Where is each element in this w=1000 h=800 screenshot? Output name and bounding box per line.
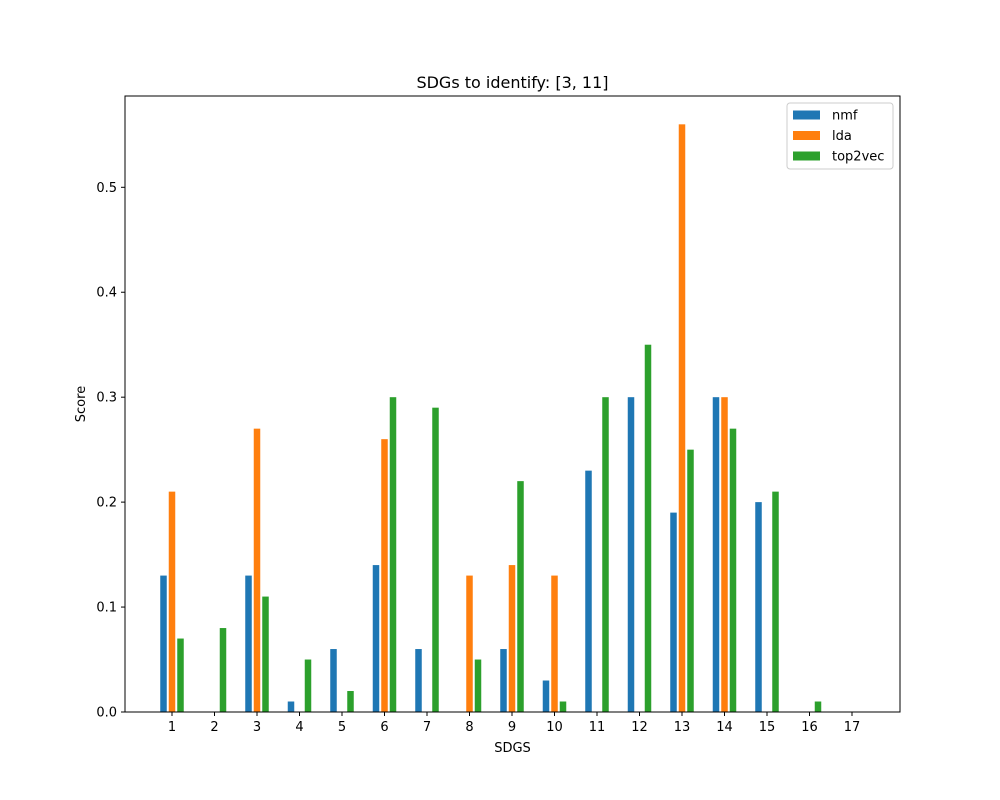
bar-top2vec-sdg-4	[304, 659, 312, 712]
bar-top2vec-sdg-1	[177, 638, 184, 712]
legend-swatch-nmf	[793, 110, 820, 120]
bar-top2vec-sdg-3	[262, 596, 269, 712]
bar-top2vec-sdg-7	[432, 407, 439, 712]
bar-top2vec-sdg-12	[644, 344, 652, 712]
chart-title: SDGs to identify: [3, 11]	[416, 73, 608, 92]
x-tick-label: 6	[380, 720, 388, 735]
x-tick-label: 17	[844, 720, 861, 735]
bar-top2vec-sdg-8	[474, 659, 482, 712]
x-tick-label: 3	[253, 720, 261, 735]
bar-lda-sdg-10	[551, 575, 558, 712]
x-tick-label: 2	[210, 720, 218, 735]
x-tick-label: 12	[631, 720, 648, 735]
bar-nmf-sdg-1	[160, 575, 167, 712]
legend-swatch-lda	[793, 131, 820, 140]
x-tick-label: 7	[423, 720, 431, 735]
bar-lda-sdg-3	[253, 428, 261, 712]
x-tick-label: 8	[465, 720, 473, 735]
bar-nmf-sdg-7	[415, 649, 422, 712]
x-tick-label: 1	[168, 720, 176, 735]
x-tick-label: 4	[295, 720, 303, 735]
y-tick-label: 0.1	[96, 601, 117, 616]
y-tick-label: 0.5	[96, 181, 117, 196]
bar-nmf-sdg-14	[712, 397, 720, 712]
x-tick-label: 14	[716, 720, 733, 735]
bar-top2vec-sdg-16	[814, 701, 822, 712]
y-axis-label: Score	[74, 386, 89, 422]
bar-lda-sdg-6	[381, 439, 388, 712]
x-tick-label: 15	[759, 720, 776, 735]
bar-nmf-sdg-5	[330, 649, 337, 712]
y-tick-label: 0.2	[96, 496, 117, 511]
x-tick-label: 5	[338, 720, 346, 735]
bar-lda-sdg-8	[466, 575, 473, 712]
x-tick-label: 9	[508, 720, 516, 735]
bar-nmf-sdg-10	[542, 680, 550, 712]
y-tick-label: 0.3	[96, 391, 117, 406]
bar-lda-sdg-1	[168, 491, 176, 712]
x-tick-label: 16	[801, 720, 818, 735]
x-tick-label: 10	[546, 720, 563, 735]
bar-nmf-sdg-15	[755, 502, 762, 712]
legend-label-lda: lda	[832, 129, 852, 144]
bar-top2vec-sdg-13	[687, 449, 694, 712]
bar-top2vec-sdg-11	[602, 397, 609, 712]
y-axis-ticks: 0.0 0.1 0.2 0.3 0.4 0.5	[96, 181, 125, 721]
bar-top2vec-sdg-5	[347, 691, 354, 712]
legend: nmf lda top2vec	[786, 102, 894, 170]
legend-label-nmf: nmf	[832, 109, 858, 124]
legend-label-top2vec: top2vec	[832, 150, 884, 165]
bar-nmf-sdg-3	[245, 575, 252, 712]
bar-top2vec-sdg-15	[772, 491, 779, 712]
bar-top2vec-sdg-2	[219, 628, 227, 712]
bar-top2vec-sdg-10	[559, 701, 567, 712]
bar-top2vec-sdg-9	[517, 481, 524, 712]
bar-top2vec-sdg-6	[389, 397, 397, 712]
bar-nmf-sdg-9	[500, 649, 507, 712]
bar-top2vec-sdg-14	[729, 428, 737, 712]
bar-lda-sdg-13	[678, 124, 686, 712]
x-axis-ticks: 1 2 3 4 5 6 7 8 9 10 11 12 13 14 15 16 17	[168, 712, 860, 735]
bar-nmf-sdg-6	[372, 565, 380, 712]
y-tick-label: 0.0	[96, 706, 117, 721]
bar-lda-sdg-9	[508, 565, 516, 712]
x-tick-label: 11	[589, 720, 606, 735]
bar-lda-sdg-14	[721, 397, 728, 712]
bar-nmf-sdg-11	[585, 470, 592, 712]
bar-nmf-sdg-13	[670, 512, 677, 712]
legend-swatch-top2vec	[793, 151, 820, 161]
y-tick-label: 0.4	[96, 286, 117, 301]
x-tick-label: 13	[674, 720, 691, 735]
bar-nmf-sdg-4	[287, 701, 295, 712]
x-axis-label: SDGS	[494, 741, 531, 756]
bars-layer	[160, 124, 822, 712]
bar-nmf-sdg-12	[627, 397, 635, 712]
